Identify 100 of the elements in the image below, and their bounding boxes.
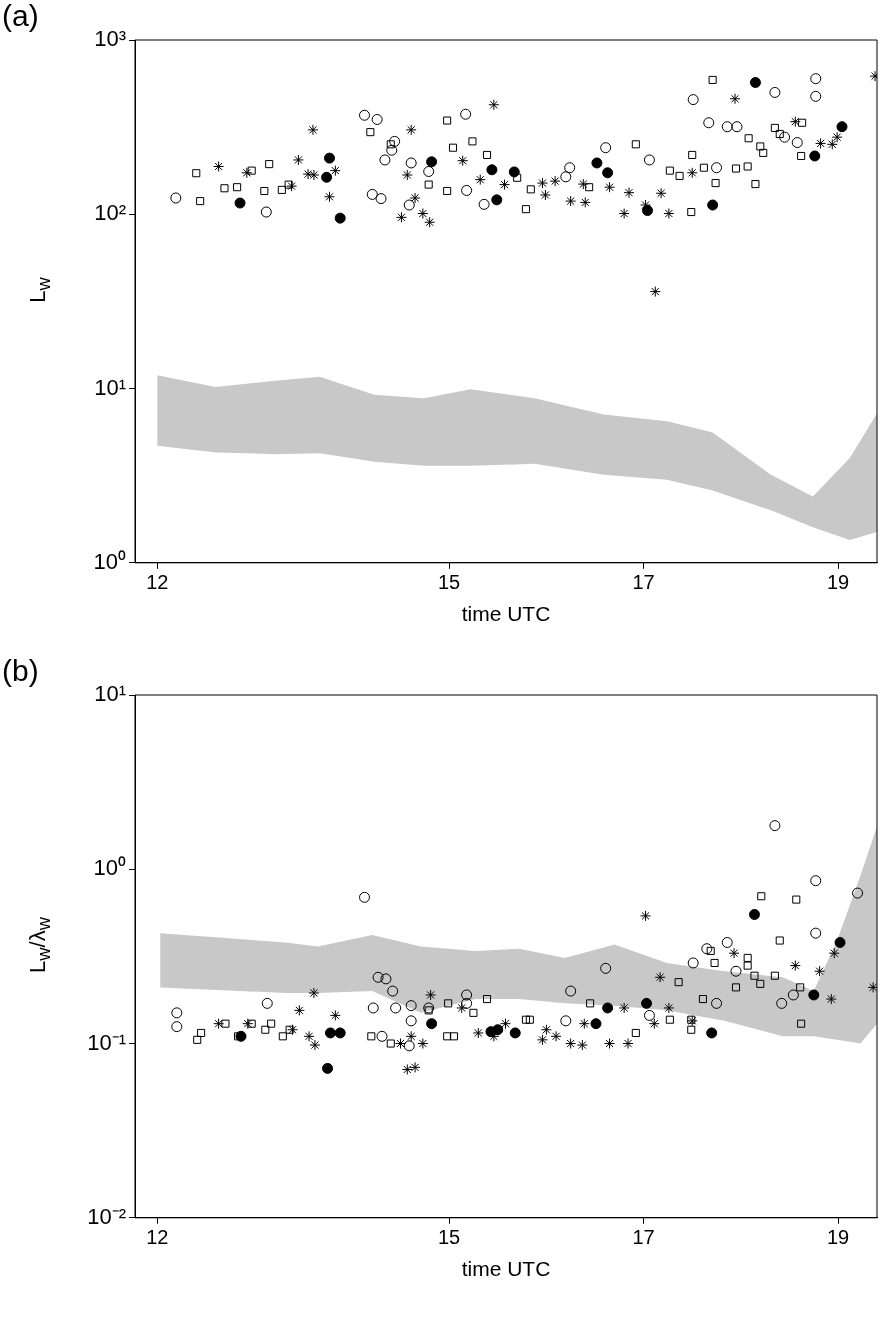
point [334, 212, 346, 224]
point [665, 1015, 674, 1024]
point [600, 142, 612, 154]
point [576, 1039, 588, 1051]
point [193, 1035, 202, 1044]
point [834, 937, 846, 948]
point [213, 160, 225, 172]
point [379, 154, 391, 166]
point [261, 1025, 270, 1034]
y-tick-label: 10¹ [94, 681, 126, 707]
point [247, 166, 256, 175]
point [564, 162, 576, 174]
point [815, 137, 827, 149]
point [401, 1063, 413, 1075]
point [744, 134, 753, 143]
point [797, 151, 806, 161]
point [521, 205, 530, 214]
point [424, 1006, 433, 1015]
point [371, 113, 383, 125]
point [648, 1018, 660, 1030]
point [728, 947, 740, 959]
point [708, 75, 717, 84]
point [474, 174, 486, 186]
point [688, 150, 697, 159]
point [836, 121, 848, 133]
point [483, 150, 492, 159]
point [197, 1028, 206, 1037]
point [756, 142, 765, 151]
point [409, 1061, 421, 1073]
point [748, 909, 760, 921]
point [585, 183, 594, 192]
point [743, 953, 752, 962]
point [395, 211, 407, 223]
point [309, 1039, 321, 1051]
point [359, 109, 371, 121]
point [711, 179, 720, 188]
point [403, 199, 415, 211]
point [622, 1038, 634, 1050]
point [721, 121, 733, 133]
point [375, 193, 387, 205]
point [233, 183, 242, 192]
point [461, 989, 473, 1001]
chart-title: (a) [2, 0, 39, 32]
x-tick-label: 17 [632, 571, 655, 594]
point [590, 1018, 602, 1030]
point [192, 169, 201, 178]
point [525, 1015, 534, 1024]
x-tick-label: 17 [632, 1226, 655, 1249]
point [472, 1027, 484, 1039]
point [775, 129, 784, 138]
point [449, 1032, 459, 1041]
point [730, 965, 742, 977]
point [261, 997, 273, 1009]
point [376, 1030, 388, 1042]
point [367, 1032, 376, 1041]
point [600, 962, 612, 974]
point [751, 180, 760, 189]
point [260, 206, 272, 218]
point [425, 989, 437, 1001]
x-tick-label: 15 [437, 571, 461, 594]
point [663, 208, 675, 220]
point [387, 985, 399, 997]
point [604, 1038, 616, 1050]
point [565, 1038, 577, 1050]
point [643, 1009, 655, 1021]
y-tick-label: 10⁰ [93, 855, 126, 881]
point [749, 77, 761, 89]
point [710, 958, 719, 967]
point [631, 1028, 640, 1037]
point [798, 118, 807, 127]
point [461, 184, 473, 196]
point [483, 995, 492, 1004]
point [560, 1015, 572, 1027]
point [508, 166, 520, 178]
point [334, 1027, 346, 1039]
point [401, 169, 413, 181]
point [618, 208, 630, 220]
point [779, 131, 791, 143]
point [513, 173, 522, 182]
point [367, 1002, 379, 1014]
point [699, 163, 708, 172]
point [631, 140, 640, 149]
point [394, 1038, 406, 1050]
point [706, 1027, 718, 1039]
point [640, 910, 652, 922]
point [591, 157, 603, 169]
point [602, 167, 614, 179]
point [550, 1030, 562, 1042]
y-tick-label: 10⁻¹ [87, 1029, 126, 1055]
point [372, 971, 384, 983]
point [322, 1062, 334, 1074]
point [171, 1021, 183, 1033]
point [444, 999, 453, 1008]
point [687, 1025, 696, 1034]
point [579, 196, 591, 208]
point [536, 1034, 548, 1046]
point [292, 154, 304, 166]
point [810, 927, 822, 939]
point [757, 892, 766, 901]
y-tick-label: 10² [94, 200, 126, 226]
